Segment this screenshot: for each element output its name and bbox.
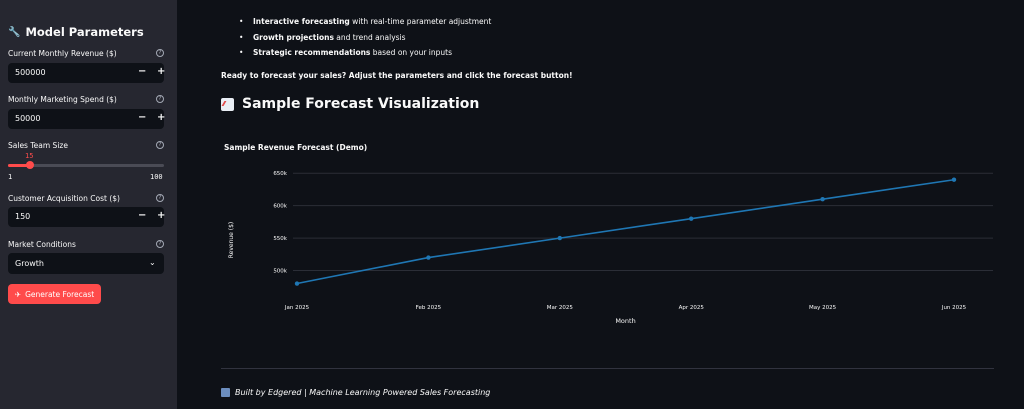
market-select[interactable]: Growth ⌄ (8, 253, 164, 274)
data-point (294, 281, 300, 286)
marketing-label: Monthly Marketing Spend ($) (8, 95, 117, 104)
cac-increment-button[interactable]: + (157, 210, 166, 221)
chart-title: Sample Revenue Forecast (Demo) (224, 143, 368, 152)
revenue-increment-button[interactable]: + (157, 66, 166, 77)
sidebar-title: 🔧 Model Parameters (8, 25, 144, 39)
slider-min: 1 (8, 173, 13, 181)
data-point (951, 177, 957, 182)
x-tick-label: Mar 2025 (547, 305, 574, 311)
sidebar: 🔧 Model Parameters Current Monthly Reven… (0, 0, 177, 409)
bullet-text: with real-time parameter adjustment (349, 17, 492, 26)
data-point (689, 216, 694, 221)
x-tick-label: Jan 2025 (284, 305, 310, 311)
y-axis-label: Revenue ($) (228, 222, 235, 259)
chevron-down-icon: ⌄ (149, 258, 156, 267)
footer-text: Built by Edgered | Machine Learning Powe… (235, 388, 491, 397)
marketing-input[interactable]: 50000 − + (8, 109, 166, 129)
ready-text: Ready to forecast your sales? Adjust the… (221, 71, 573, 80)
y-tick-label: 500k (273, 269, 287, 275)
team-size-value: 15 (25, 152, 34, 160)
revenue-label: Current Monthly Revenue ($) (8, 49, 117, 58)
rocket-icon: ✈ (14, 289, 22, 299)
market-value: Growth (15, 259, 44, 268)
bullet-text: and trend analysis (333, 32, 406, 42)
section-title: Sample Forecast Visualization (221, 96, 479, 112)
data-point (557, 235, 562, 241)
bullet-text: based on your inputs (370, 48, 452, 57)
bullet-bold: Interactive forecasting (253, 17, 350, 26)
main-content: Interactive forecasting with real-time p… (177, 0, 1024, 409)
list-item: Growth projections and trend analysis (239, 30, 491, 46)
cac-input[interactable]: 150 − + (8, 207, 166, 227)
section-title-text: Sample Forecast Visualization (242, 96, 480, 112)
generate-forecast-button[interactable]: ✈ Generate Forecast (8, 284, 101, 304)
forecast-chart: 500k 550k 600k 650k Jan 2025 Feb 2025 Mar 2025… (228, 171, 993, 325)
footer: Built by Edgered | Machine Learning Powe… (221, 388, 490, 397)
slider-thumb[interactable] (26, 161, 35, 169)
help-icon[interactable]: ? (156, 141, 164, 149)
cac-label: Customer Acquisition Cost ($) (8, 194, 120, 203)
help-icon[interactable]: ? (156, 240, 164, 248)
x-tick-label: Apr 2025 (679, 305, 705, 311)
wrench-icon: 🔧 (8, 26, 21, 38)
divider (221, 368, 994, 369)
y-tick-label: 650k (273, 171, 287, 177)
data-point (426, 255, 431, 260)
x-tick-label: Feb 2025 (416, 305, 442, 311)
slider-fill (8, 164, 31, 167)
cac-value[interactable]: 150 (15, 212, 31, 221)
y-tick-label: 600k (273, 204, 287, 210)
revenue-value[interactable]: 500000 (15, 68, 46, 77)
generate-forecast-label: Generate Forecast (25, 289, 95, 299)
help-icon[interactable]: ? (156, 49, 164, 57)
marketing-value[interactable]: 50000 (15, 114, 41, 123)
bullet-bold: Growth projections (253, 32, 334, 42)
team-size-label: Sales Team Size (8, 141, 68, 150)
help-icon[interactable]: ? (156, 194, 164, 202)
marketing-increment-button[interactable]: + (157, 112, 166, 123)
marketing-decrement-button[interactable]: − (138, 112, 147, 123)
cac-decrement-button[interactable]: − (138, 210, 147, 221)
feature-list: Interactive forecasting with real-time p… (239, 14, 491, 61)
revenue-decrement-button[interactable]: − (138, 66, 147, 77)
x-tick-label: Jun 2025 (941, 305, 967, 311)
team-size-slider[interactable] (8, 164, 164, 167)
help-icon[interactable]: ? (156, 95, 164, 103)
list-item: Strategic recommendations based on your … (239, 45, 491, 61)
revenue-input[interactable]: 500000 − + (8, 63, 166, 83)
market-label: Market Conditions (8, 240, 76, 249)
x-axis-label: Month (615, 317, 635, 325)
bullet-bold: Strategic recommendations (253, 48, 371, 57)
y-tick-label: 550k (273, 236, 287, 242)
data-point (820, 196, 825, 202)
chart-increasing-icon (221, 97, 234, 111)
bar-chart-icon (221, 388, 230, 397)
series-line (296, 178, 955, 285)
sidebar-title-text: Model Parameters (25, 25, 144, 39)
slider-max: 100 (150, 173, 163, 181)
x-tick-label: May 2025 (809, 305, 837, 311)
list-item: Interactive forecasting with real-time p… (239, 14, 491, 30)
